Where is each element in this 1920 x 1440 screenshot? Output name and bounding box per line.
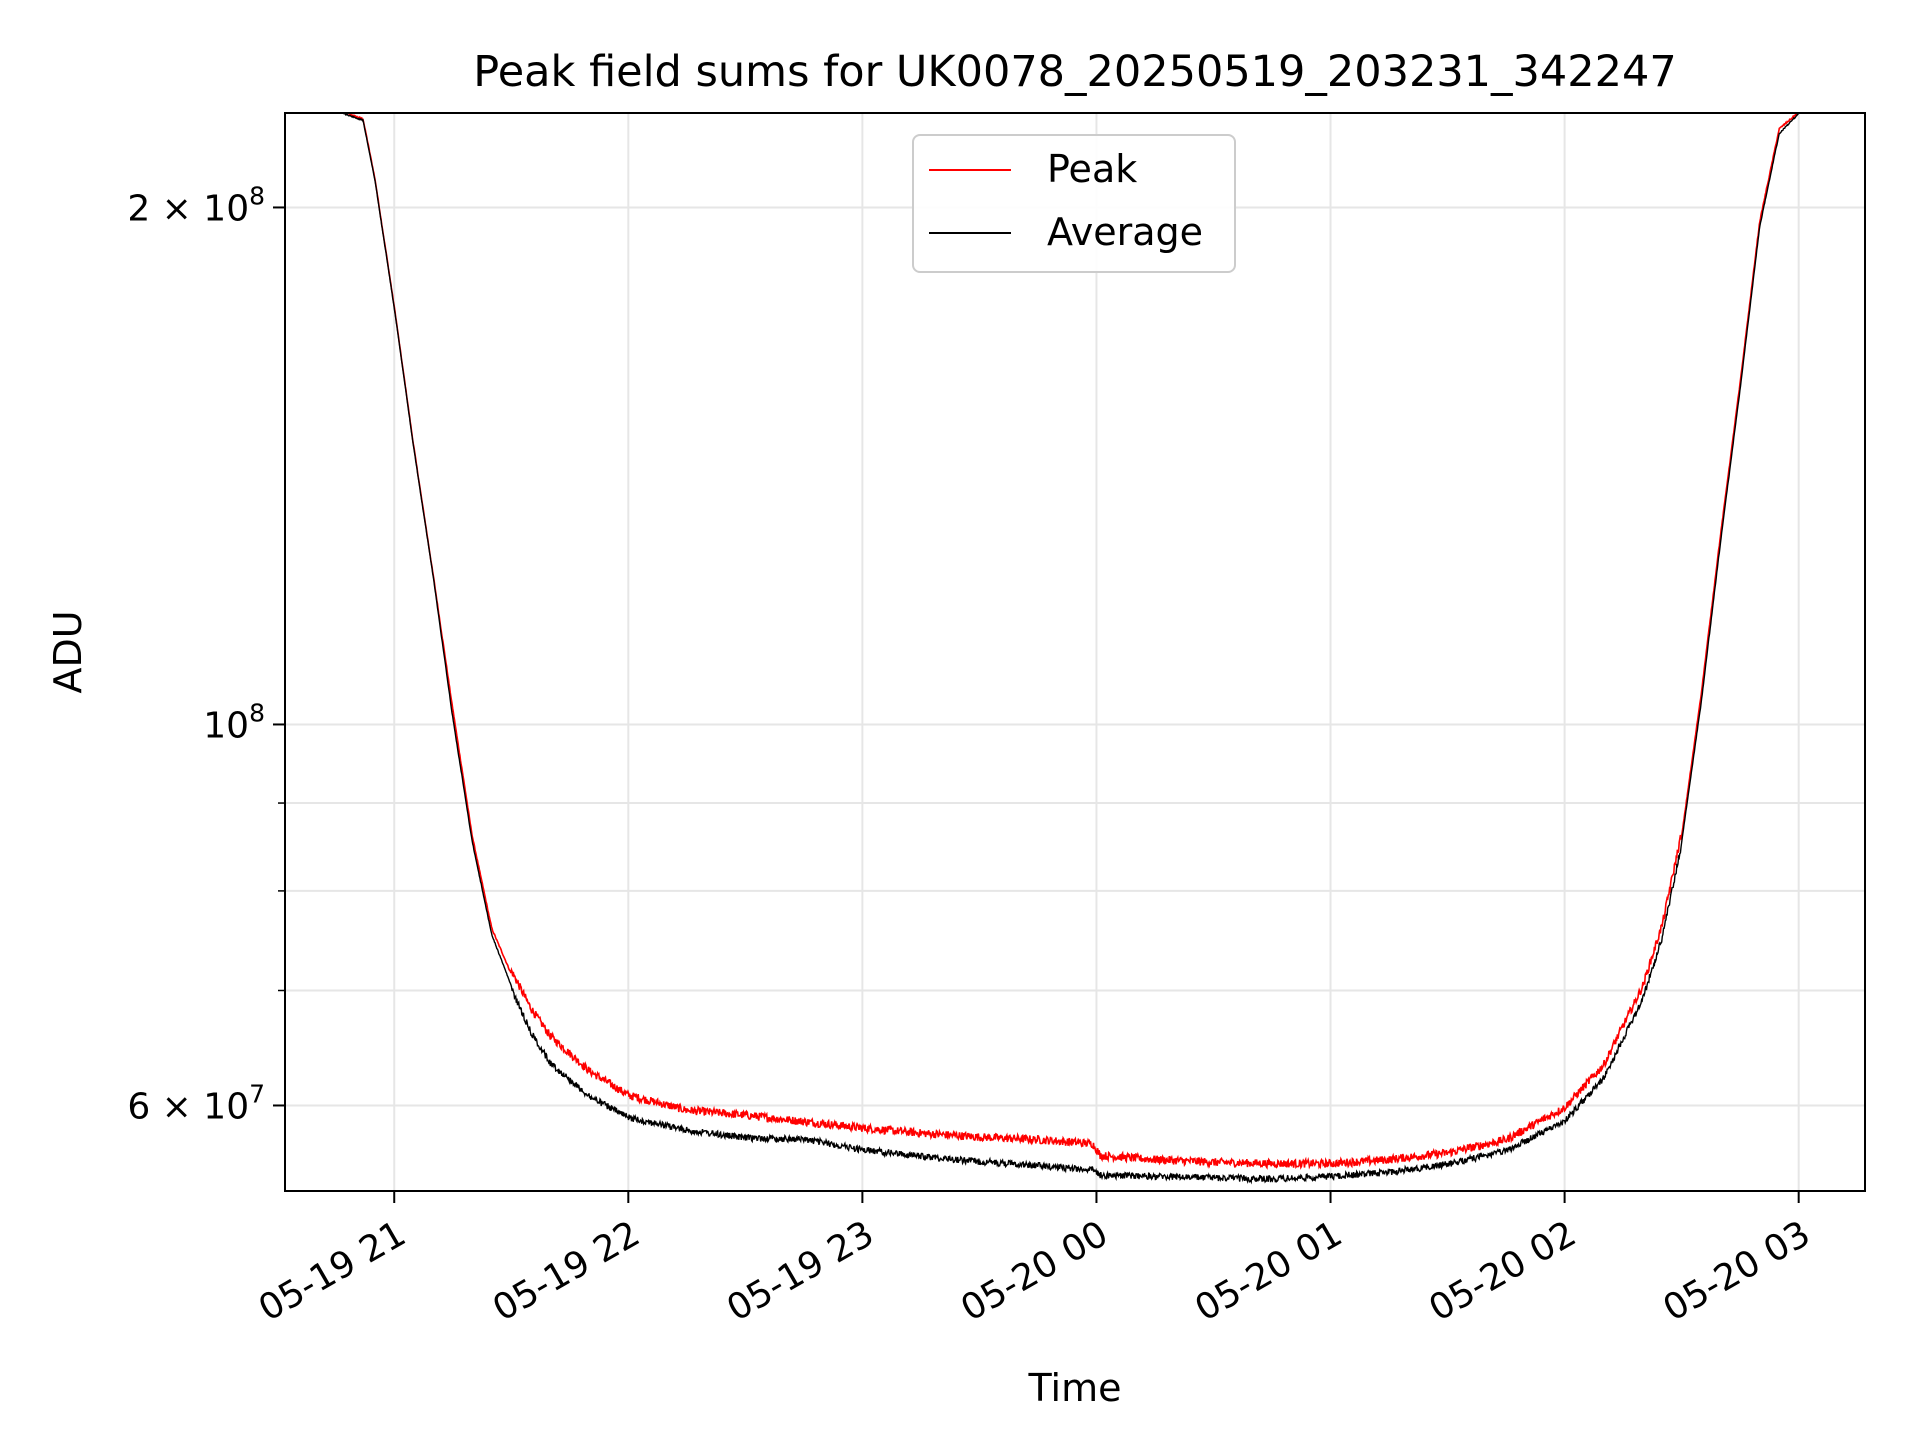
chart-title: Peak field sums for UK0078_20250519_2032… [473,47,1676,97]
y-axis-label: ADU [46,610,90,693]
y-tick-label: 2 × 108 [127,181,265,229]
series-line-peak [343,113,1799,1170]
y-axis: 2 × 108 108 6 × 107 [127,181,285,1127]
plot-frame [284,112,1866,1192]
x-axis-label: Time [1028,1366,1122,1410]
grid [285,113,1865,1191]
legend-label-average: Average [1047,210,1203,254]
legend-label-peak: Peak [1047,147,1137,191]
series-line-average [343,113,1800,1185]
y-tick-label: 6 × 107 [127,1079,265,1127]
legend: Peak Average [912,134,1236,273]
y-tick-label: 108 [203,698,265,746]
series-layer [343,113,1800,1185]
